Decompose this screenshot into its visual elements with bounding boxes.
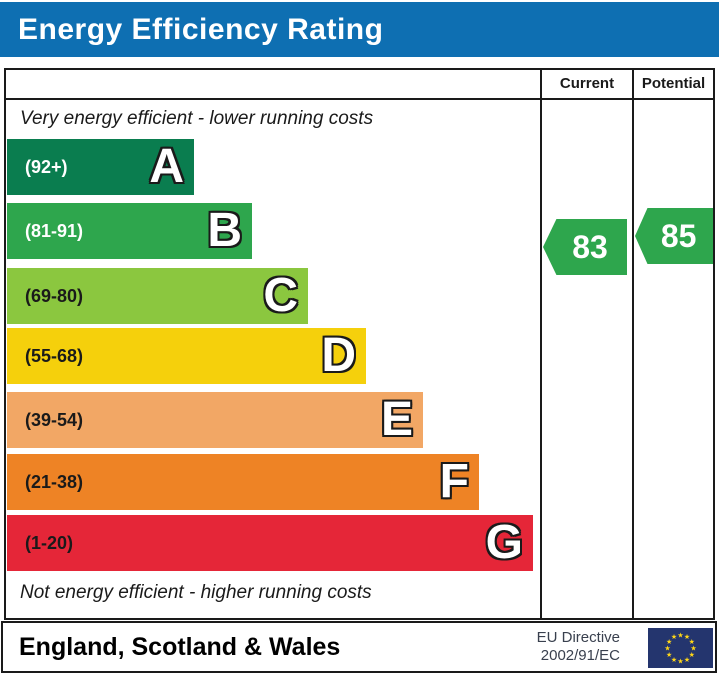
current-column-header: Current — [559, 75, 615, 92]
svg-text:★: ★ — [690, 645, 696, 653]
potential-column-header: Potential — [641, 75, 706, 92]
eu-flag-icon: ★ ★ ★ ★ ★ ★ ★ ★ ★ ★ ★ ★ — [648, 628, 713, 668]
band-d-range: (55-68) — [25, 345, 84, 366]
svg-text:★: ★ — [684, 633, 690, 641]
band-a-range: (92+) — [25, 156, 68, 177]
band-g-letter: G — [485, 516, 523, 569]
band-b-letter: B — [207, 204, 242, 257]
potential-rating-value: 85 — [660, 217, 697, 254]
band-c: (69-80) C — [7, 268, 308, 324]
svg-text:★: ★ — [671, 656, 677, 664]
band-e: (39-54) E — [7, 392, 423, 448]
svg-text:★: ★ — [664, 645, 670, 653]
svg-text:★: ★ — [684, 656, 690, 664]
band-b-range: (81-91) — [25, 220, 84, 241]
footer: England, Scotland & Wales EU Directive 2… — [1, 621, 717, 673]
band-a-letter: A — [149, 140, 184, 193]
current-rating-arrow: 83 — [543, 219, 627, 275]
band-d-letter: D — [321, 329, 356, 382]
band-e-letter: E — [380, 393, 413, 446]
title-bar: Energy Efficiency Rating — [0, 2, 719, 57]
svg-text:★: ★ — [677, 632, 683, 640]
svg-text:★: ★ — [677, 658, 683, 666]
region-label: England, Scotland & Wales — [19, 633, 341, 661]
band-e-range: (39-54) — [25, 409, 84, 430]
band-d: (55-68) D — [7, 328, 366, 384]
potential-column-divider — [632, 70, 634, 618]
page-title: Energy Efficiency Rating — [18, 12, 384, 46]
band-c-range: (69-80) — [25, 285, 84, 306]
svg-text:★: ★ — [666, 651, 672, 659]
rating-table: Current Potential Very energy efficient … — [4, 68, 715, 620]
top-caption: Very energy efficient - lower running co… — [20, 108, 374, 129]
band-f-letter: F — [439, 455, 469, 508]
current-column-divider — [540, 70, 542, 618]
potential-rating-arrow: 85 — [635, 208, 713, 264]
band-g: (1-20) G — [7, 515, 533, 571]
header-row-divider — [6, 98, 713, 100]
band-f-range: (21-38) — [25, 471, 84, 492]
eu-directive-line1: EU Directive — [536, 629, 620, 646]
band-b: (81-91) B — [7, 203, 252, 259]
eu-directive-line2: 2002/91/EC — [540, 647, 620, 664]
band-a: (92+) A — [7, 139, 194, 195]
band-g-range: (1-20) — [25, 532, 74, 553]
svg-text:★: ★ — [689, 638, 695, 646]
svg-text:★: ★ — [671, 633, 677, 641]
current-rating-value: 83 — [572, 228, 608, 265]
eu-directive-label: EU Directive 2002/91/EC — [537, 629, 620, 665]
band-f: (21-38) F — [7, 454, 479, 510]
bottom-caption: Not energy efficient - higher running co… — [20, 582, 372, 603]
svg-text:★: ★ — [666, 638, 672, 646]
svg-text:★: ★ — [689, 651, 695, 659]
band-c-letter: C — [263, 269, 298, 322]
